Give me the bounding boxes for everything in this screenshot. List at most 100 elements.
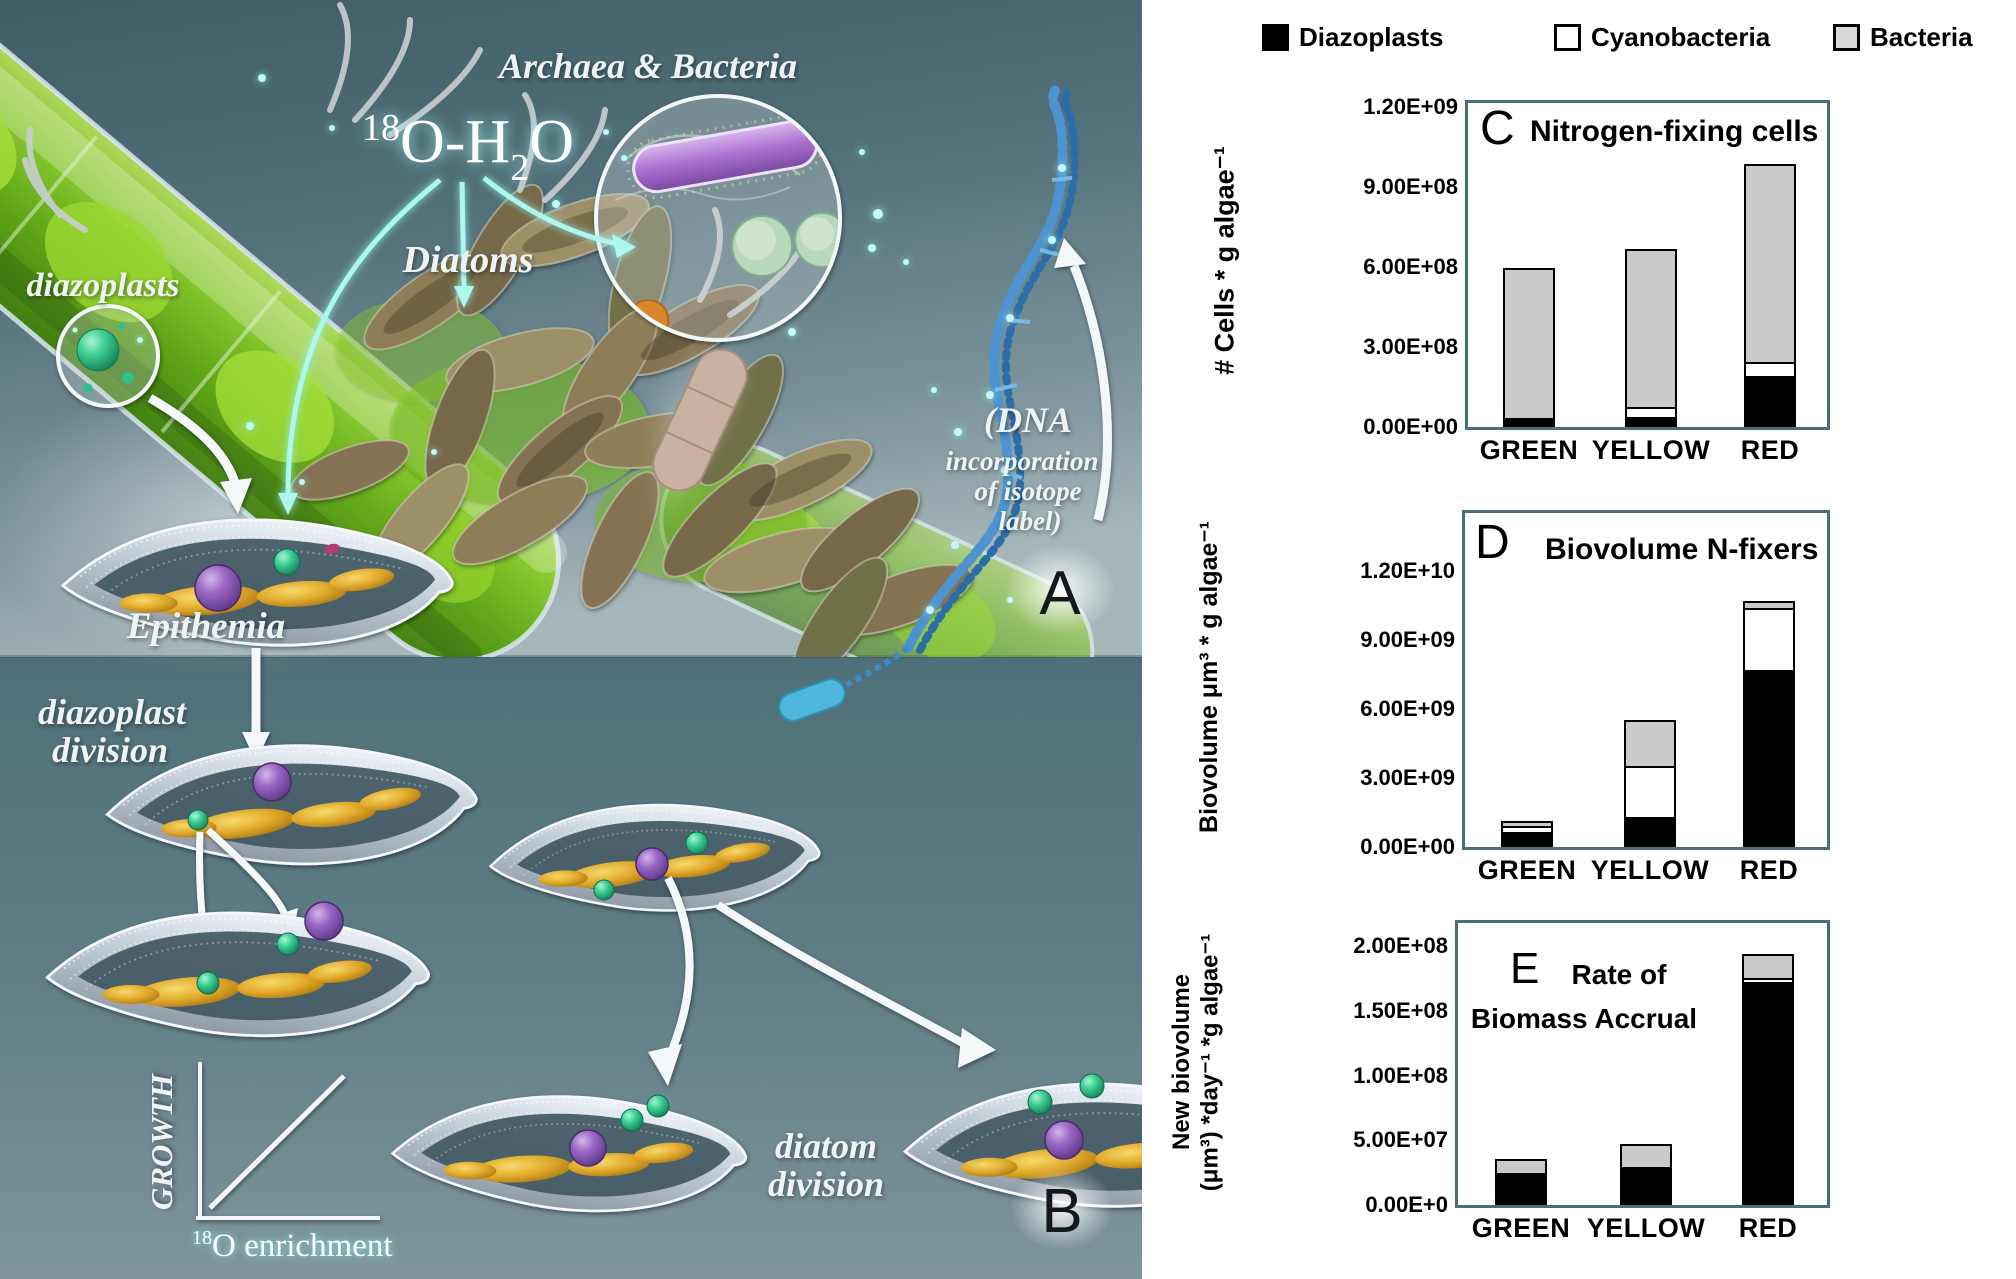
x-category-label: RED <box>1738 1213 1798 1243</box>
y-tick-label: 9.00E+09 <box>1360 627 1455 652</box>
x-category-label: YELLOW <box>1590 855 1710 885</box>
diatom-division-arrows <box>648 876 996 1086</box>
svg-text:incorporation: incorporation <box>945 446 1098 476</box>
diazoplast-sphere <box>1079 1073 1105 1099</box>
chart-c-y-axis-label: # Cells * g algae⁻¹ <box>1209 146 1240 375</box>
legend-item-bacteria: Bacteria <box>1833 22 1973 53</box>
bar-segment-diazoplasts <box>1495 1173 1547 1205</box>
bar-segment-bacteria <box>1742 954 1794 980</box>
isotope-arrows <box>278 176 636 515</box>
bar-segment-bacteria <box>1744 164 1796 364</box>
diazoplast-sphere <box>620 1108 644 1132</box>
chart-d-title: Biovolume N-fixers <box>1545 533 1819 566</box>
cyanelle-purple-sphere <box>194 564 242 612</box>
legend-label: Bacteria <box>1870 22 1973 52</box>
bar-segment-bacteria <box>1503 268 1555 420</box>
diazoplast-inset <box>56 304 160 408</box>
chart-rate-of-biomass-accrual: E Rate of Biomass Accrual New biovolume … <box>1168 920 1830 1243</box>
chart-d-bars <box>1465 513 1827 847</box>
epithemia-label: Epithemia <box>126 606 285 647</box>
archaea-bacteria-inset <box>594 94 842 492</box>
y-tick-label: 0.00E+0 <box>1365 1192 1448 1217</box>
chart-d-x-labels: GREEN YELLOW RED <box>1465 513 1827 885</box>
y-tick-label: 0.00E+00 <box>1363 414 1458 439</box>
growth-axis-label: GROWTH <box>144 1073 179 1210</box>
y-tick-label: 1.20E+09 <box>1363 94 1458 119</box>
diazoplast-division-label-line2: division <box>52 730 168 770</box>
archaea-bacteria-label: Archaea & Bacteria <box>497 46 797 86</box>
cyanelle-purple-sphere <box>252 762 292 802</box>
legend-swatch-cyanobacteria <box>1554 24 1581 51</box>
x-category-label: RED <box>1739 855 1799 885</box>
legend-swatch-bacteria <box>1833 24 1860 51</box>
chart-biovolume-n-fixers: D Biovolume N-fixers Biovolume μm³ * g a… <box>1195 510 1830 885</box>
diazoplasts-label: diazoplasts <box>26 267 179 304</box>
isotope-water-label: 18O-H2O <box>362 107 574 189</box>
chart-e-x-labels: GREEN YELLOW RED <box>1458 923 1827 1243</box>
bar-segment-diazoplasts <box>1742 982 1794 1205</box>
panel-letter-c: C <box>1480 102 1515 155</box>
bar-segment-bacteria <box>1624 720 1676 768</box>
chart-e-title-line1: Rate of <box>1571 959 1667 990</box>
diazoplast-sphere <box>273 548 301 576</box>
y-tick-label: 1.00E+08 <box>1353 1062 1448 1088</box>
dna-note: (DNA incorporation of isotope label) <box>945 400 1098 536</box>
legend-label: Diazoplasts <box>1299 22 1444 52</box>
y-tick-label: 6.00E+09 <box>1360 696 1455 721</box>
sparkle-dots <box>246 74 962 485</box>
diazoplast-sphere <box>646 1094 670 1118</box>
bar-segment-bacteria <box>1620 1144 1672 1169</box>
diazoplast-sphere <box>1027 1089 1053 1115</box>
arrow-to-dna <box>1054 238 1112 522</box>
diatom-division-label-line2: division <box>768 1164 884 1204</box>
dna-helix <box>778 83 1079 722</box>
growth-inset-plot <box>196 1062 380 1220</box>
diazoplast-sphere <box>276 932 300 956</box>
panel-letter-e: E <box>1510 944 1540 993</box>
diatoms-label: Diatoms <box>402 239 534 281</box>
chart-e-title-line2: Biomass Accrual <box>1470 1003 1698 1034</box>
y-tick-label: 6.00E+08 <box>1363 254 1458 279</box>
cyanelle-purple-sphere <box>635 847 669 881</box>
y-tick-label: 1.50E+08 <box>1353 997 1448 1023</box>
x-category-label: YELLOW <box>1591 435 1711 465</box>
o18-enrichment-axis-label: 18O enrichment <box>192 1227 393 1264</box>
x-category-label: RED <box>1740 435 1800 465</box>
diazoplast-sphere <box>76 328 120 372</box>
svg-text:(DNA: (DNA <box>984 400 1072 440</box>
bar-segment-cyanobacteria <box>1743 608 1795 672</box>
cyanelle-purple-sphere <box>569 1129 607 1167</box>
chart-c-x-labels: GREEN YELLOW RED <box>1468 103 1827 465</box>
diazoplast-sphere <box>187 809 209 831</box>
x-category-label: GREEN <box>1471 1213 1571 1243</box>
bar-segment-diazoplasts <box>1624 817 1676 847</box>
bar-segment-bacteria <box>1625 249 1677 409</box>
y-tick-label: 1.20E+10 <box>1360 558 1455 583</box>
y-tick-label: 0.00E+00 <box>1360 834 1455 859</box>
legend-label: Cyanobacteria <box>1591 22 1771 52</box>
x-category-label: YELLOW <box>1586 1213 1706 1243</box>
illustration-panels-a-b: Archaea & Bacteria 18O-H2O <box>0 0 1142 1279</box>
tan-segmented-rod <box>652 348 748 492</box>
diatom-division-label-line1: diatom <box>775 1126 877 1166</box>
y-tick-label: 2.00E+08 <box>1353 933 1448 958</box>
cyanelle-purple-sphere <box>304 901 344 941</box>
blue-capsule-bacterium <box>778 678 846 722</box>
diazoplast-sphere <box>196 971 220 995</box>
legend-item-diazoplasts: Diazoplasts <box>1262 22 1444 53</box>
svg-text:label): label) <box>999 506 1062 536</box>
cyanelle-purple-sphere <box>1044 1120 1084 1160</box>
x-category-label: GREEN <box>1479 435 1579 465</box>
panel-b-letter: B <box>1041 1177 1082 1246</box>
chart-e-bars <box>1458 923 1827 1205</box>
bar-segment-cyanobacteria <box>1624 766 1676 819</box>
chart-c-bars <box>1468 103 1827 427</box>
y-tick-label: 5.00E+07 <box>1353 1127 1448 1153</box>
x-category-label: GREEN <box>1477 855 1577 885</box>
bar-segment-bacteria <box>1501 821 1553 828</box>
chart-c-title: Nitrogen-fixing cells <box>1530 115 1819 148</box>
panel-letter-d: D <box>1475 516 1510 569</box>
chart-e-y-axis-label-line1: New biovolume <box>1168 973 1195 1151</box>
svg-text:of isotope: of isotope <box>974 476 1081 506</box>
